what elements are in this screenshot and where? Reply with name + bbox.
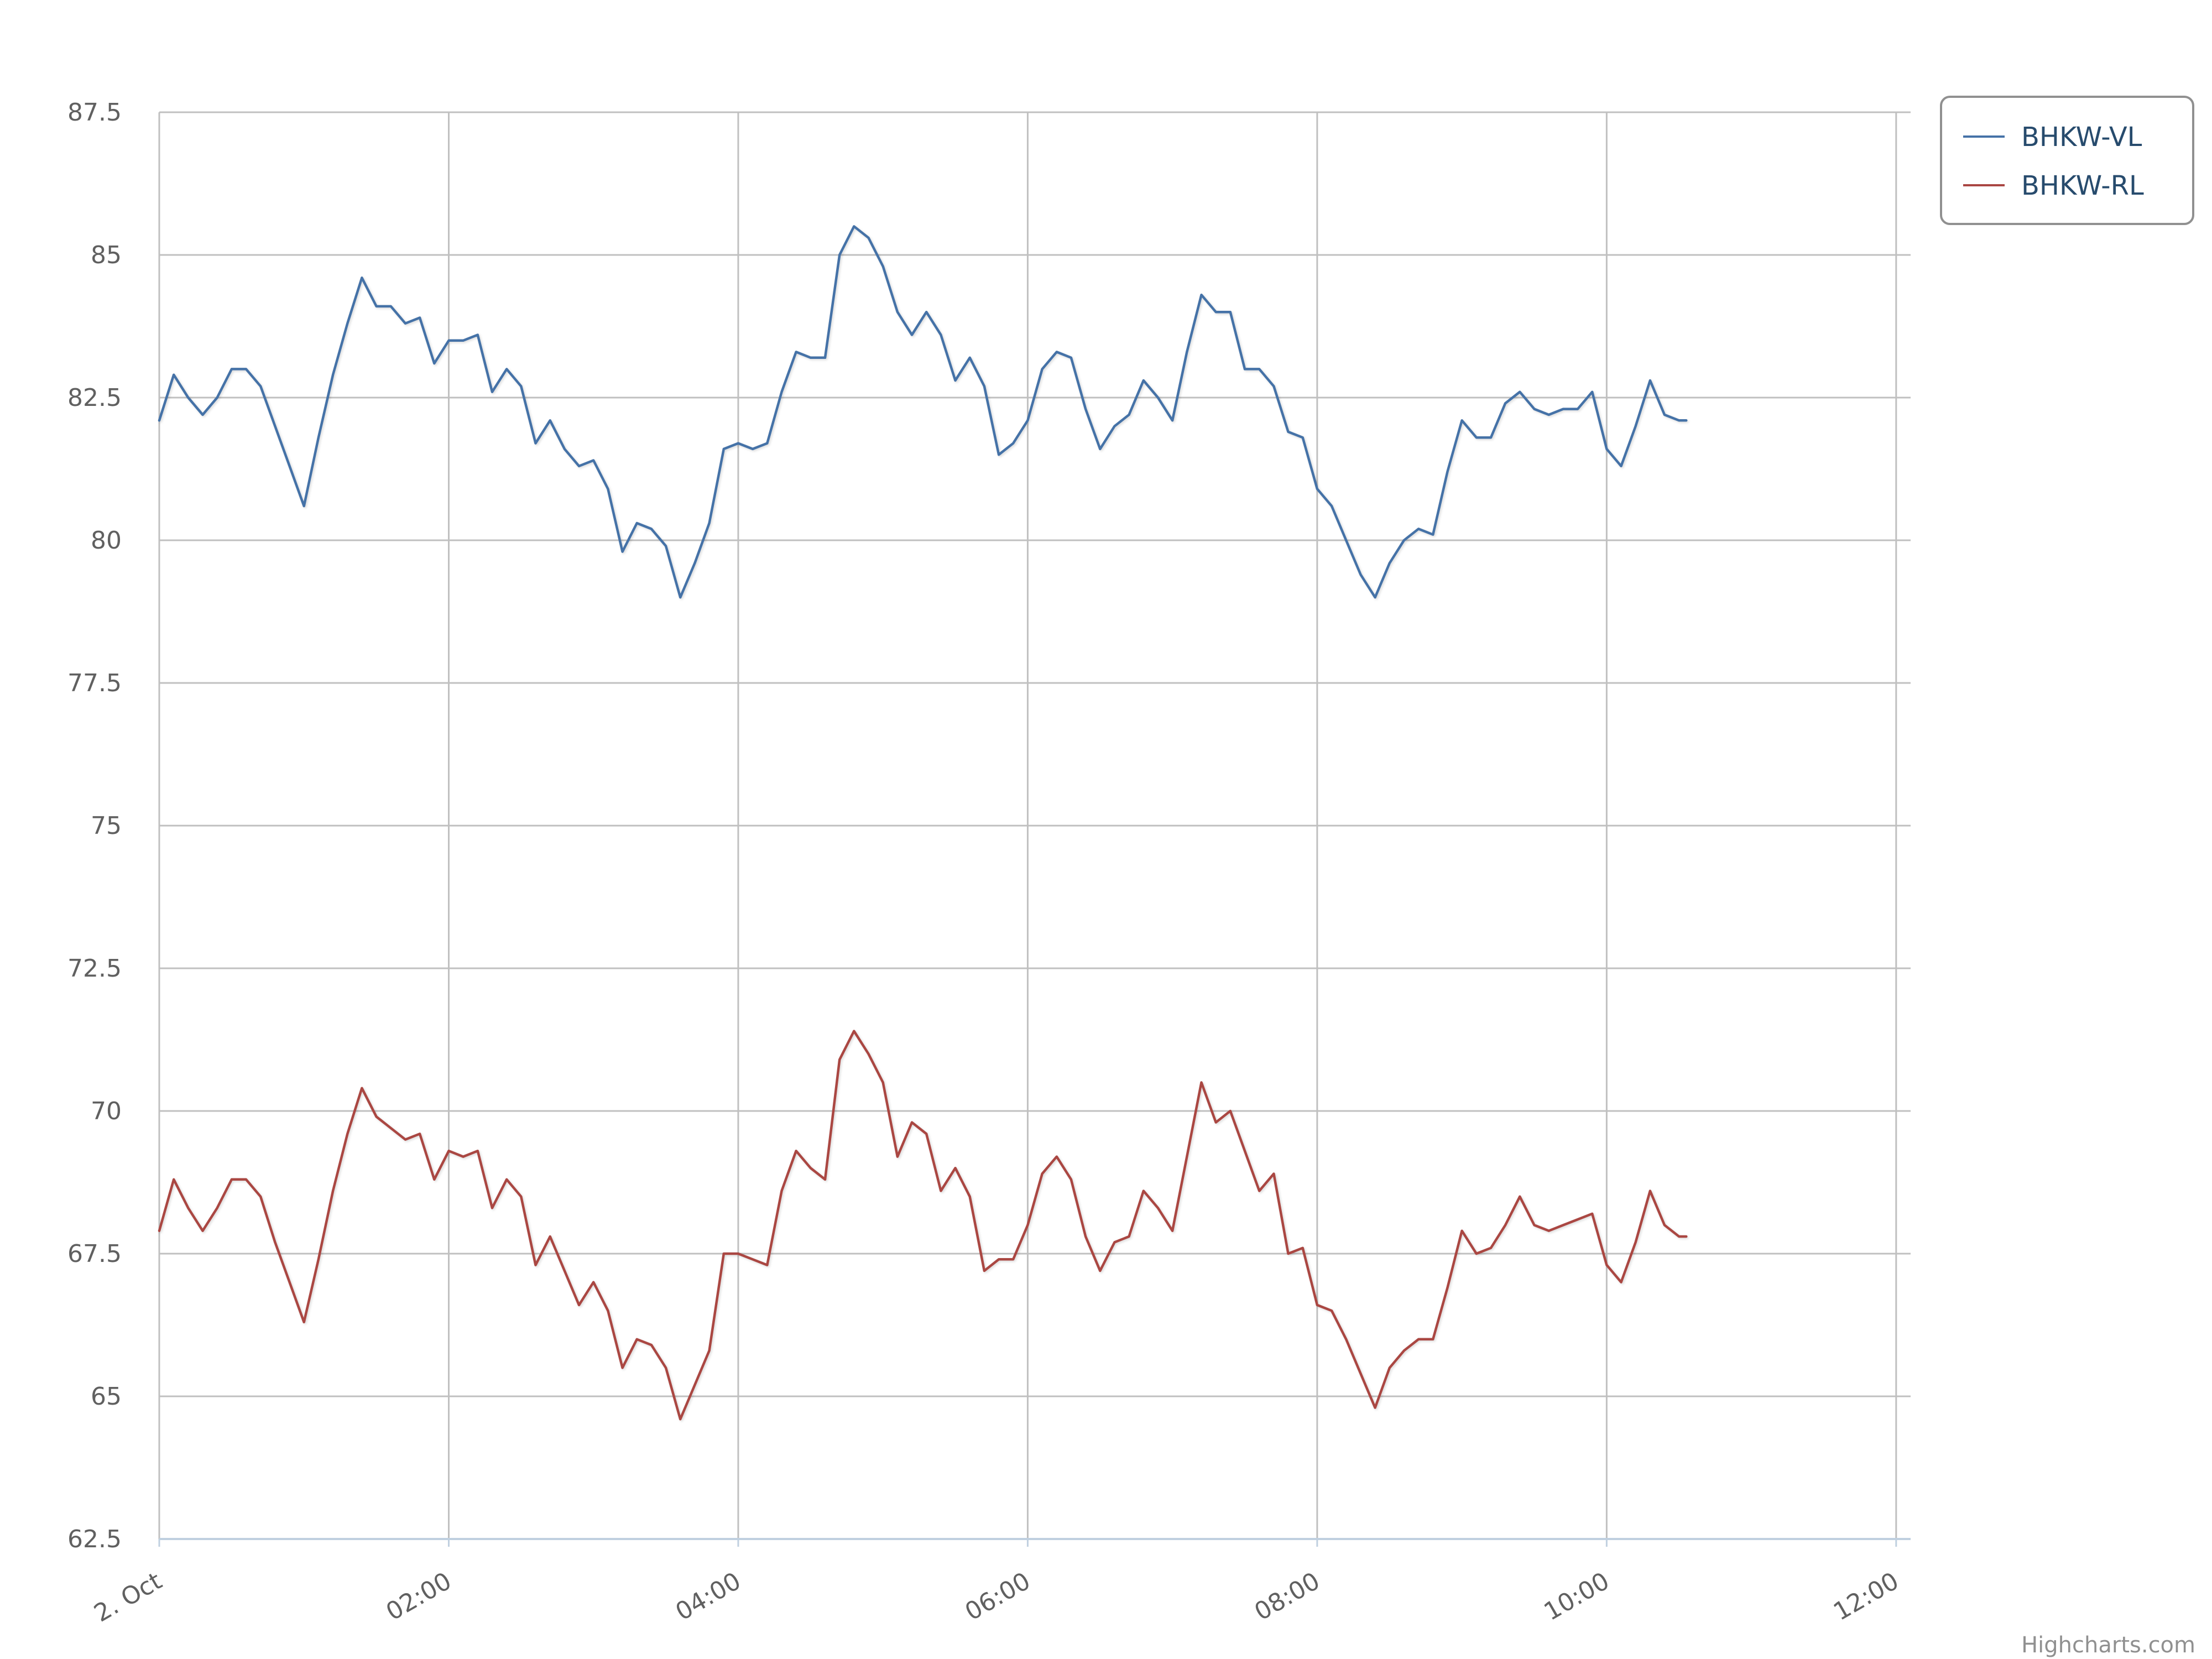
y-tick-label: 80 xyxy=(91,526,122,555)
y-tick-label: 67.5 xyxy=(67,1240,122,1268)
y-tick-label: 75 xyxy=(91,812,122,840)
legend-box xyxy=(1940,96,2194,225)
y-tick-label: 65 xyxy=(91,1383,122,1411)
y-tick-label: 62.5 xyxy=(67,1525,122,1553)
series-line-bhkw-vl xyxy=(158,225,1688,599)
legend-label-rl[interactable]: BHKW-RL xyxy=(2021,170,2144,201)
credits-link[interactable]: Highcharts.com xyxy=(2021,1632,2195,1658)
y-tick-label: 82.5 xyxy=(67,384,122,412)
grid xyxy=(158,111,1911,1539)
series-line-bhkw-rl xyxy=(158,1030,1688,1421)
y-tick-label: 77.5 xyxy=(67,669,122,697)
legend[interactable]: BHKW-VL BHKW-RL xyxy=(1940,96,2194,225)
series-layer xyxy=(158,225,1688,1421)
legend-label-vl[interactable]: BHKW-VL xyxy=(2021,122,2142,153)
y-tick-label: 70 xyxy=(91,1097,122,1125)
y-tick-label: 87.5 xyxy=(67,98,122,127)
y-tick-label: 85 xyxy=(91,241,122,269)
y-tick-label: 72.5 xyxy=(67,954,122,983)
